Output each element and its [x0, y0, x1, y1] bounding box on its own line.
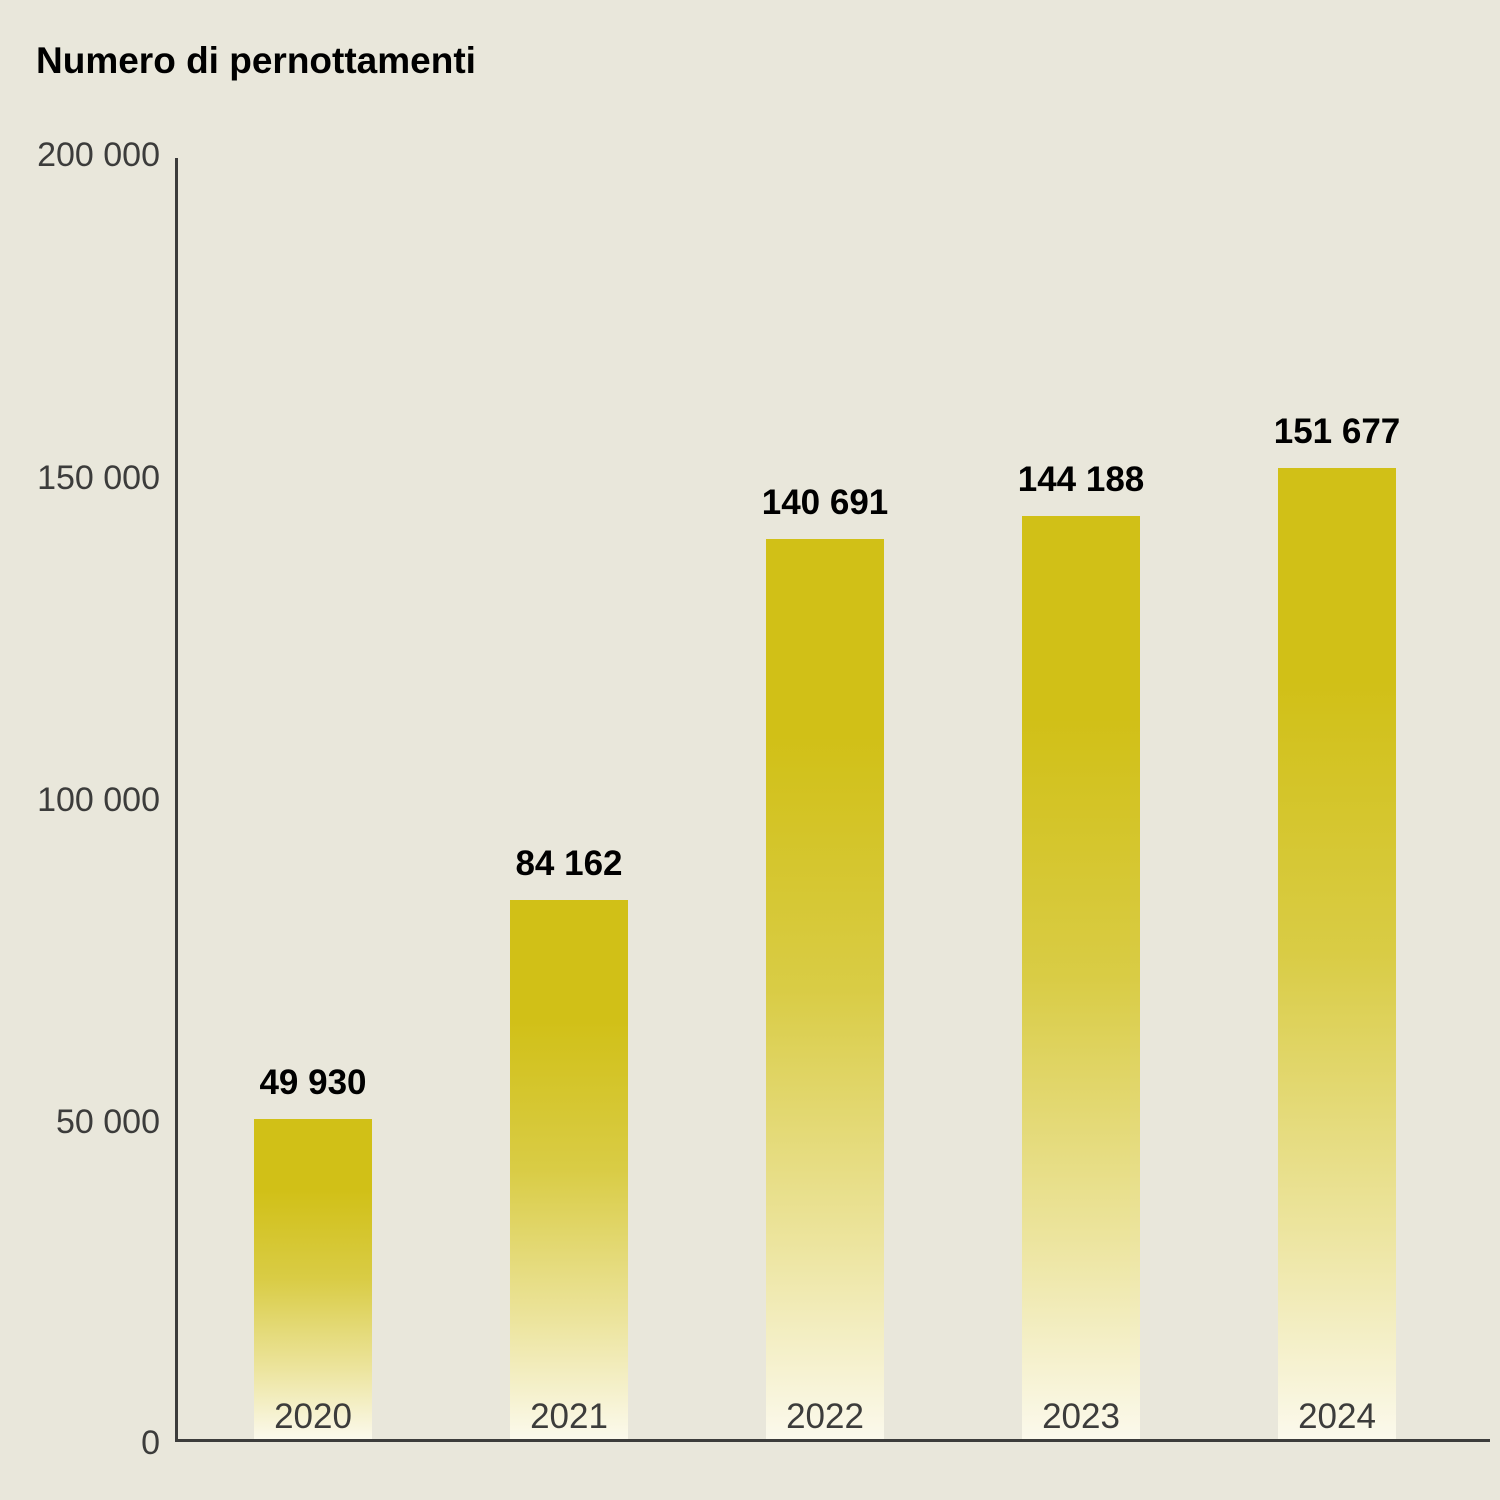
x-axis-category-label: 2023 — [1042, 1397, 1120, 1436]
bar-group: 151 677 2024 — [1274, 412, 1400, 1439]
bar-group: 49 930 2020 — [254, 1063, 372, 1439]
bar-value-label: 151 677 — [1273, 412, 1401, 451]
bar-value-label: 49 930 — [259, 1063, 367, 1102]
bar — [510, 900, 628, 1439]
bar — [1022, 516, 1140, 1439]
y-axis-tick-label: 150 000 — [37, 459, 160, 497]
bar — [766, 539, 884, 1439]
chart-title: Numero di pernottamenti — [36, 40, 476, 81]
x-axis-category-label: 2020 — [274, 1397, 352, 1436]
bar-group: 140 691 2022 — [762, 483, 888, 1439]
x-axis-category-label: 2024 — [1298, 1397, 1376, 1436]
y-axis-tick-label: 100 000 — [37, 781, 160, 819]
plot-area: 49 930 2020 84 162 2021 140 691 2022 144… — [175, 159, 1490, 1439]
y-axis-tick-label: 200 000 — [37, 136, 160, 174]
bar — [254, 1119, 372, 1439]
x-axis-category-label: 2021 — [530, 1397, 608, 1436]
bar-group: 144 188 2023 — [1018, 460, 1144, 1439]
x-axis-category-label: 2022 — [786, 1397, 864, 1436]
y-axis-tick-label: 0 — [141, 1424, 160, 1462]
y-axis-tick-label: 50 000 — [56, 1103, 160, 1141]
bar-value-label: 84 162 — [515, 844, 623, 883]
bar-group: 84 162 2021 — [510, 844, 628, 1439]
bar — [1278, 468, 1396, 1439]
bar-value-label: 140 691 — [761, 483, 889, 522]
x-axis-line — [175, 1439, 1490, 1442]
y-axis-line — [175, 158, 178, 1442]
bar-value-label: 144 188 — [1017, 460, 1145, 499]
